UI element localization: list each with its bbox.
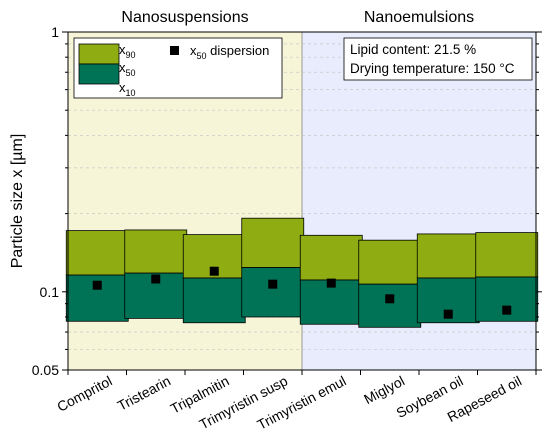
bars — [65, 217, 539, 328]
y-axis-label: Particle size x [µm] — [9, 134, 26, 269]
bar-upper-6 — [416, 233, 480, 279]
annotation-line-0: Lipid content: 21.5 % — [350, 42, 476, 57]
y-tick-label-2: 1 — [51, 24, 59, 40]
marker-5 — [385, 294, 395, 304]
group-label-0: Nanosuspensions — [121, 9, 248, 26]
annotation-line-1: Drying temperature: 150 °C — [350, 61, 515, 76]
bar-upper-0 — [65, 230, 129, 276]
y-tick-label-0: 0.05 — [32, 362, 59, 378]
bar-lower-3 — [241, 267, 305, 318]
bar-upper-1 — [124, 229, 188, 274]
bar-upper-5 — [358, 239, 422, 285]
legend-label-x50: x50 — [119, 60, 136, 78]
bar-upper-4 — [299, 234, 363, 281]
marker-0 — [92, 280, 102, 290]
annotation-frame — [343, 37, 533, 81]
legend-label-x90: x90 — [119, 42, 136, 60]
annotation-box: Lipid content: 21.5 % Drying temperature:… — [343, 37, 533, 81]
category-label-0: Compritol — [54, 373, 114, 415]
bar-lower-2 — [182, 277, 246, 324]
marker-2 — [209, 266, 219, 276]
legend-marker-square — [170, 46, 179, 55]
bar-lower-5 — [358, 283, 422, 328]
category-label-5: Miglyol — [361, 373, 407, 408]
legend-swatch-x50 — [78, 63, 120, 85]
legend-label-x50-dispersion: x50 dispersion — [190, 43, 269, 61]
marker-7 — [502, 305, 512, 315]
axes — [62, 31, 542, 375]
marker-6 — [443, 309, 453, 319]
bar-lower-7 — [475, 276, 539, 322]
bar-upper-7 — [475, 232, 539, 278]
legend-label-x10: x10 — [119, 80, 136, 98]
marker-3 — [268, 279, 278, 289]
bar-upper-3 — [241, 217, 305, 268]
category-label-1: Tristearin — [115, 373, 174, 414]
marker-4 — [326, 278, 336, 288]
marker-1 — [151, 274, 161, 284]
y-tick-label-1: 0.1 — [40, 284, 60, 300]
x50-dispersion-markers — [92, 266, 512, 319]
group-label-1: Nanoemulsions — [364, 9, 474, 26]
legend-swatch-x90 — [78, 43, 120, 65]
